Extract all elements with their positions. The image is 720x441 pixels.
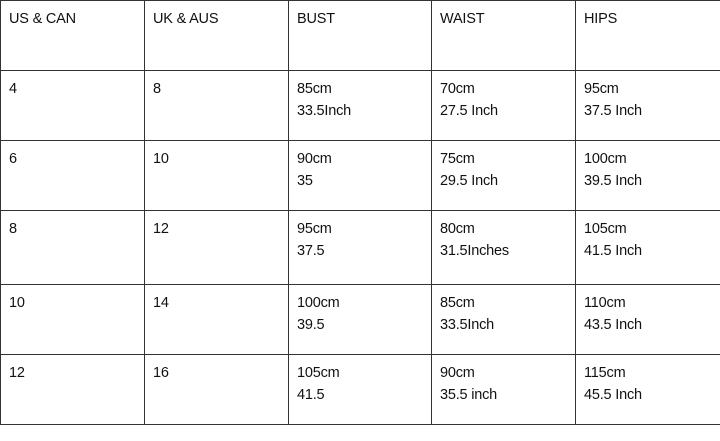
- cell-waist-value: 80cm: [440, 221, 475, 237]
- cell-us-can-value: 4: [9, 81, 17, 97]
- cell-bust: 85cm 33.5Inch: [288, 70, 432, 141]
- cell-bust-value: 100cm: [297, 295, 340, 311]
- header-row: US & CAN UK & AUS BUST WAIST HIPS: [0, 0, 720, 71]
- cell-us-can: 10: [0, 284, 145, 355]
- cell-bust-value: 105cm: [297, 365, 340, 381]
- cell-us-can: 6: [0, 140, 145, 211]
- header-us-can: US & CAN: [0, 0, 145, 71]
- cell-waist-value: 27.5 Inch: [440, 103, 498, 119]
- cell-hips: 110cm 43.5 Inch: [575, 284, 720, 355]
- table-row: 8 12 95cm 37.5 80cm 31.5Inches 105cm 41.5 Inch: [0, 210, 720, 285]
- cell-bust: 95cm 37.5: [288, 210, 432, 285]
- cell-waist-value: 29.5 Inch: [440, 173, 498, 189]
- cell-us-can-value: 6: [9, 151, 17, 167]
- cell-uk-aus-value: 8: [153, 81, 161, 97]
- header-hips: HIPS: [575, 0, 720, 71]
- cell-hips-value: 110cm: [584, 295, 626, 311]
- cell-hips: 95cm 37.5 Inch: [575, 70, 720, 141]
- cell-hips-value: 45.5 Inch: [584, 387, 642, 403]
- cell-uk-aus: 16: [144, 354, 289, 425]
- cell-bust-value: 37.5: [297, 243, 325, 259]
- cell-uk-aus: 12: [144, 210, 289, 285]
- cell-hips: 115cm 45.5 Inch: [575, 354, 720, 425]
- cell-hips-value: 100cm: [584, 151, 627, 167]
- cell-hips-value: 95cm: [584, 81, 619, 97]
- cell-bust: 100cm 39.5: [288, 284, 432, 355]
- cell-bust-value: 90cm: [297, 151, 332, 167]
- cell-bust-value: 95cm: [297, 221, 332, 237]
- cell-uk-aus-value: 10: [153, 151, 169, 167]
- cell-uk-aus-value: 12: [153, 221, 169, 237]
- cell-waist-value: 85cm: [440, 295, 475, 311]
- cell-waist-value: 75cm: [440, 151, 475, 167]
- cell-uk-aus: 14: [144, 284, 289, 355]
- cell-bust-value: 41.5: [297, 387, 325, 403]
- cell-bust-value: 39.5: [297, 317, 325, 333]
- cell-us-can-value: 12: [9, 365, 25, 381]
- cell-bust: 105cm 41.5: [288, 354, 432, 425]
- size-chart-table: US & CAN UK & AUS BUST WAIST HIPS 4 8 85cm…: [0, 0, 720, 425]
- cell-waist: 85cm 33.5Inch: [431, 284, 576, 355]
- cell-uk-aus-value: 14: [153, 295, 169, 311]
- cell-bust-value: 33.5Inch: [297, 103, 352, 119]
- table-row: 12 16 105cm 41.5 90cm 35.5 inch 115cm 45.5 Inch: [0, 354, 720, 425]
- cell-hips-value: 41.5 Inch: [584, 243, 642, 259]
- cell-waist: 90cm 35.5 inch: [431, 354, 576, 425]
- cell-waist-value: 70cm: [440, 81, 475, 97]
- cell-hips-value: 37.5 Inch: [584, 103, 642, 119]
- cell-hips-value: 105cm: [584, 221, 627, 237]
- table-row: 6 10 90cm 35 75cm 29.5 Inch 100cm 39.5 Inch: [0, 140, 720, 211]
- header-uk-aus: UK & AUS: [144, 0, 289, 71]
- cell-hips: 105cm 41.5 Inch: [575, 210, 720, 285]
- cell-waist-value: 35.5 inch: [440, 387, 498, 403]
- cell-uk-aus-value: 16: [153, 365, 169, 381]
- cell-hips-value: 39.5 Inch: [584, 173, 642, 189]
- cell-bust: 90cm 35: [288, 140, 432, 211]
- cell-us-can-value: 8: [9, 221, 17, 237]
- header-waist: WAIST: [431, 0, 576, 71]
- cell-waist: 70cm 27.5 Inch: [431, 70, 576, 141]
- cell-us-can-value: 10: [9, 295, 25, 311]
- header-bust: BUST: [288, 0, 432, 71]
- cell-us-can: 8: [0, 210, 145, 285]
- cell-hips-value: 43.5 Inch: [584, 317, 642, 333]
- cell-waist-value: 31.5Inches: [440, 243, 509, 259]
- cell-hips-value: 115cm: [584, 365, 626, 381]
- cell-waist-value: 90cm: [440, 365, 475, 381]
- cell-waist-value: 33.5Inch: [440, 317, 495, 333]
- cell-uk-aus: 10: [144, 140, 289, 211]
- table-row: 4 8 85cm 33.5Inch 70cm 27.5 Inch 95cm 37.5 Inch: [0, 70, 720, 141]
- cell-us-can: 4: [0, 70, 145, 141]
- cell-hips: 100cm 39.5 Inch: [575, 140, 720, 211]
- table-row: 10 14 100cm 39.5 85cm 33.5Inch 110cm 43.5 Inch: [0, 284, 720, 355]
- cell-waist: 80cm 31.5Inches: [431, 210, 576, 285]
- cell-waist: 75cm 29.5 Inch: [431, 140, 576, 211]
- cell-uk-aus: 8: [144, 70, 289, 141]
- cell-bust-value: 35: [297, 173, 313, 189]
- cell-us-can: 12: [0, 354, 145, 425]
- cell-bust-value: 85cm: [297, 81, 332, 97]
